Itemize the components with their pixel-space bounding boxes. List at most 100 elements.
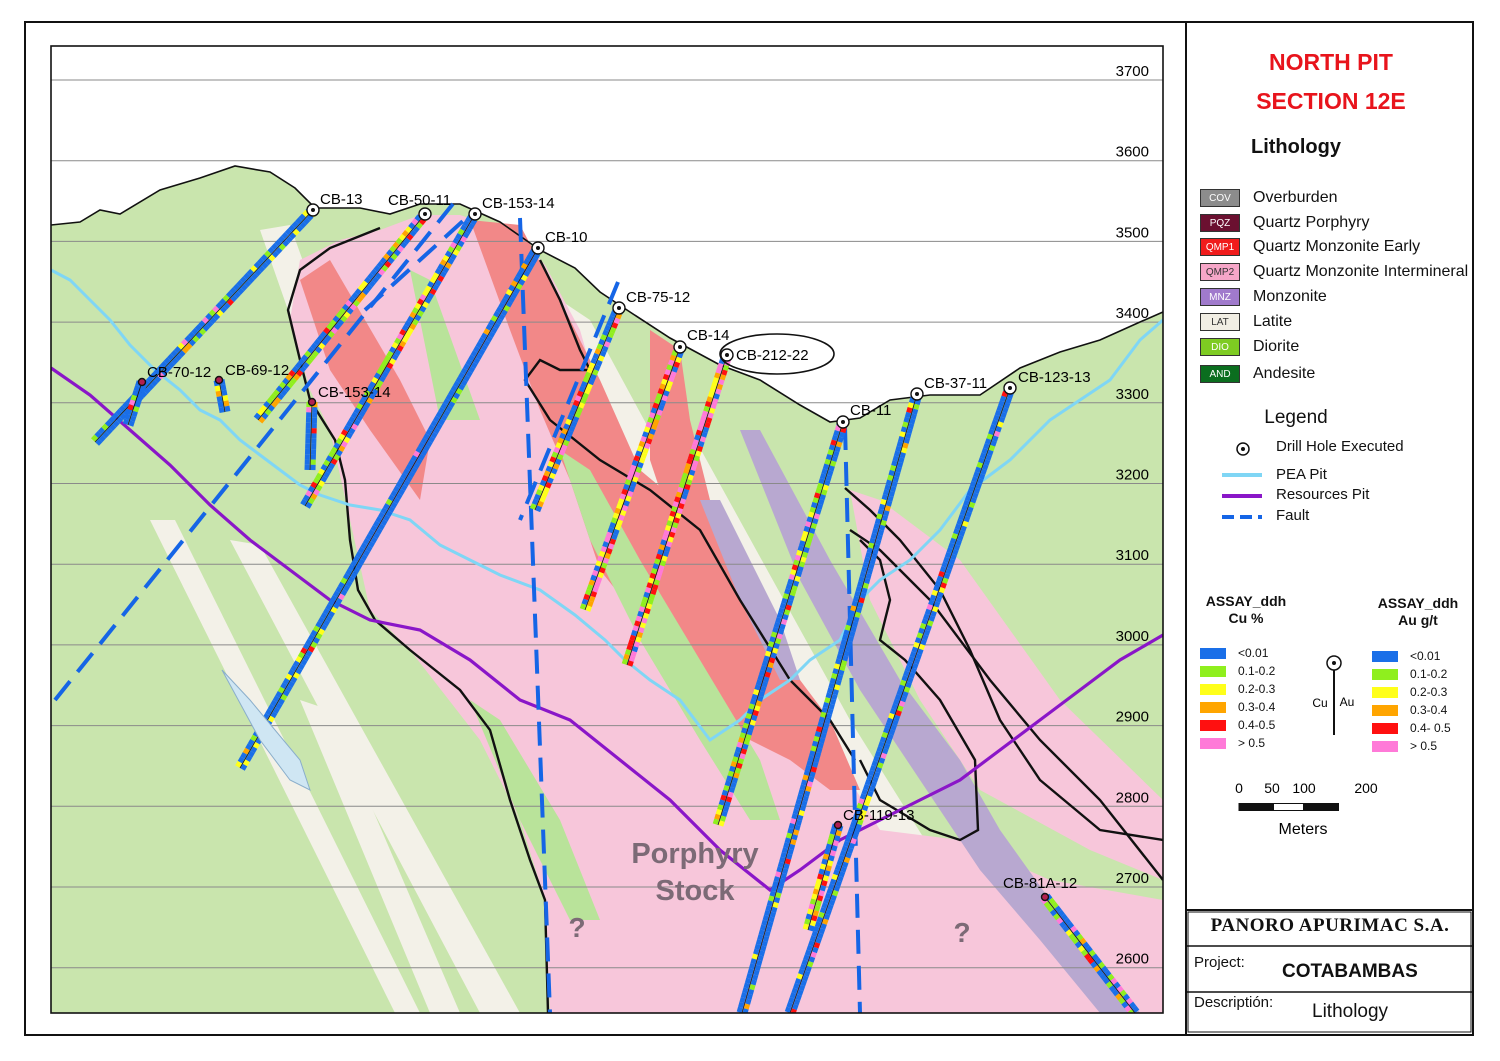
drill-hole-cu-segment (588, 362, 596, 369)
drill-hole-cu-segment (392, 241, 400, 249)
drill-hole-cu-segment (543, 470, 551, 477)
drill-hole-au-segment (983, 459, 991, 466)
drill-hole-au-segment (629, 655, 636, 662)
drill-hole-cu-segment (635, 615, 642, 622)
drill-hole-cu-segment (242, 747, 250, 755)
drill-hole-au-segment (311, 350, 319, 358)
drill-hole-au-segment (442, 266, 450, 274)
drill-hole-au-segment (465, 227, 473, 235)
drill-hole-cu-segment (994, 409, 1002, 417)
drill-hole-au-segment (798, 810, 805, 817)
drill-hole-au-segment (860, 592, 867, 599)
drill-hole-au-segment (397, 245, 405, 253)
drill-hole-au-segment (775, 892, 782, 899)
hole-symbol-au-label: Au (1340, 695, 1355, 709)
drill-hole-au-segment (1060, 913, 1068, 921)
drill-hole-cu-segment (826, 687, 834, 694)
drill-hole-au-segment (718, 378, 725, 386)
drill-hole-au-segment (408, 471, 416, 478)
drill-hole-cu-segment (810, 501, 818, 509)
drill-hole-cu-segment (122, 401, 130, 409)
drill-hole-au-segment (376, 379, 384, 387)
drill-hole-cu-segment (773, 621, 781, 629)
drill-hole-au-segment (315, 484, 323, 492)
drill-hole-cu-segment (743, 982, 750, 989)
drill-hole-au-segment (903, 686, 911, 693)
drill-hole-cu-segment (843, 629, 850, 636)
drill-hole-au-segment (1110, 977, 1118, 985)
drill-hole-cu-segment (831, 873, 838, 881)
drill-hole-cu-segment (876, 513, 883, 520)
lens-body (221, 669, 311, 791)
drill-hole-cu-segment (327, 599, 335, 607)
drill-hole-au-segment (828, 465, 835, 472)
drill-hole-au-segment (740, 748, 748, 755)
drill-hole-au-segment (247, 750, 255, 758)
drill-hole-cu-segment (265, 708, 273, 716)
drill-hole-cu-segment (735, 746, 742, 753)
drill-hole-cu-segment (304, 350, 312, 358)
drill-hole-au-segment (137, 391, 145, 399)
drill-hole-cu-segment (786, 1001, 793, 1009)
drill-hole-cu-segment (619, 493, 626, 500)
drill-hole-cu-segment (617, 498, 625, 505)
drill-hole-au-segment (766, 666, 773, 674)
drill-hole-cu-segment (592, 352, 600, 360)
drill-hole-cu-segment (998, 400, 1005, 407)
highlight-ellipse (719, 333, 835, 375)
assay-range-label: 0.4- 0.5 (1410, 721, 1451, 735)
drill-hole-cu-segment (310, 629, 318, 637)
drill-hole-cu-segment (439, 259, 447, 267)
drill-hole-cu-segment (751, 693, 758, 701)
drill-hole-au-segment (1073, 929, 1081, 937)
drill-hole-au-segment (478, 348, 486, 356)
drill-hole-au-segment (488, 331, 496, 339)
drill-hole-au-segment (942, 577, 949, 584)
drill-hole-cu-segment (695, 429, 702, 436)
drill-hole-cu-segment (740, 992, 747, 999)
drill-hole-cu-segment (989, 424, 997, 431)
drill-hole-au-segment (409, 323, 417, 331)
assay-swatch (1372, 650, 1398, 662)
drill-hole-au-segment (742, 1008, 749, 1013)
drill-hole-cu-segment (958, 514, 965, 521)
drill-hole-au-segment (762, 935, 770, 942)
assay-swatch (1372, 740, 1398, 752)
drill-hole-collar-dot (473, 212, 477, 216)
drill-hole-cu-segment (752, 689, 760, 696)
drill-hole-cu-segment (878, 741, 885, 748)
drill-hole-au-segment (860, 809, 867, 816)
drill-hole-cu-segment (94, 430, 102, 438)
drill-hole-au-segment (594, 364, 601, 372)
drill-hole-cu-segment (270, 243, 279, 251)
drill-hole-cu-segment (669, 354, 677, 362)
drill-hole-au-segment (873, 771, 881, 779)
drill-hole-cu-segment (988, 428, 995, 436)
drill-hole-au-segment (226, 298, 234, 306)
drill-hole-au-segment (902, 442, 909, 449)
drill-hole-cu-segment (776, 612, 783, 619)
drill-hole-au-segment (786, 599, 794, 606)
drill-hole-au-segment (661, 394, 668, 402)
drill-hole-cu-segment (360, 280, 368, 288)
drill-hole-au-segment (282, 239, 290, 247)
drill-hole-au-segment (391, 353, 399, 361)
drill-hole-au-segment (881, 515, 889, 522)
drill-hole-cu-segment (125, 408, 133, 416)
drill-hole-cu-segment (460, 367, 468, 375)
drill-hole-collar-dot (617, 306, 621, 310)
drill-hole-cu-segment (675, 491, 682, 498)
drill-hole-cu-segment (505, 288, 513, 296)
lithology-label: Overburden (1253, 189, 1338, 206)
drill-hole-au-segment (718, 820, 725, 827)
drill-hole-au-segment (870, 781, 877, 788)
drill-hole-cu-segment (919, 622, 927, 630)
drill-hole-cu-segment (444, 250, 452, 258)
drill-hole-au-segment (779, 877, 786, 884)
drill-hole-au-segment (315, 632, 323, 640)
drill-hole-cu-segment (597, 555, 604, 563)
drill-hole-cu-segment (799, 963, 807, 971)
drill-hole-au-segment (947, 563, 954, 570)
drill-hole-au-segment (721, 369, 728, 376)
drill-hole-cu-segment (288, 224, 296, 232)
